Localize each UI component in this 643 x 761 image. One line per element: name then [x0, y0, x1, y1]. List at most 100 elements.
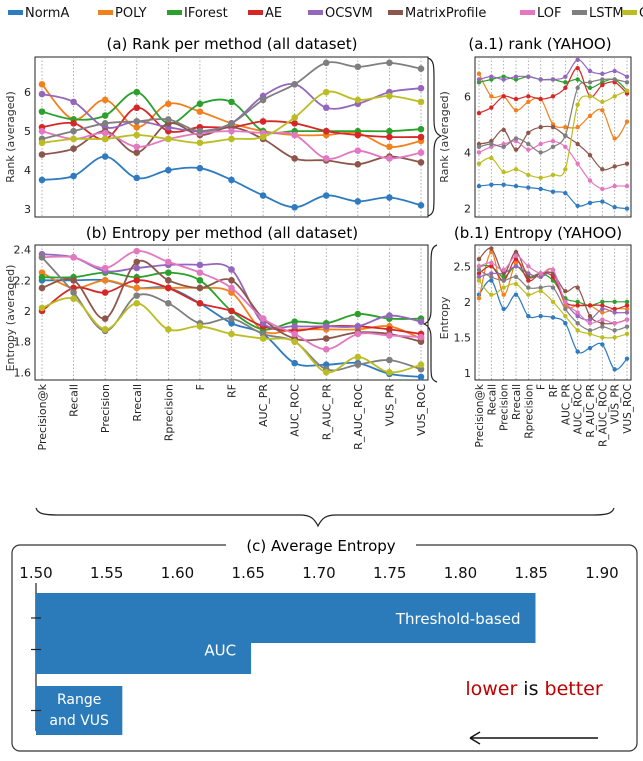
x-tick-label: Rprecision — [162, 384, 175, 441]
legend-swatch — [520, 10, 535, 15]
data-point — [476, 264, 482, 269]
legend-label: IForest — [184, 6, 228, 21]
data-point — [563, 288, 568, 294]
data-point — [538, 274, 543, 280]
data-point — [38, 273, 46, 281]
chart-b-ylabel: Entropy (averaged) — [4, 265, 17, 372]
legend-label: POLY — [115, 6, 147, 21]
x-tick-label: 1.75 — [373, 564, 406, 582]
data-point — [587, 320, 593, 326]
data-point — [526, 99, 531, 105]
bar-label: Threshold-based — [395, 610, 521, 628]
data-point — [563, 85, 568, 91]
x-tick-label: Rrecall — [511, 384, 523, 420]
data-point — [501, 144, 506, 150]
data-point — [196, 127, 204, 135]
chart-b-title: (b) Entropy per method (all dataset) — [86, 224, 358, 242]
data-point — [476, 161, 482, 166]
data-point — [386, 326, 393, 333]
data-point — [575, 77, 580, 82]
data-point — [354, 96, 362, 104]
data-point — [101, 96, 109, 104]
data-point — [587, 303, 593, 308]
x-tick-label: Precision — [99, 384, 112, 433]
data-point — [70, 145, 77, 153]
y-tick-label: 1.8 — [14, 336, 32, 349]
x-tick-label: 1.70 — [302, 564, 335, 582]
data-point — [386, 133, 393, 141]
data-point — [133, 149, 141, 156]
y-tick-label: 2.2 — [14, 274, 32, 287]
data-point — [101, 264, 109, 272]
data-point — [322, 346, 330, 353]
data-point — [526, 130, 531, 135]
data-point — [538, 175, 543, 180]
data-point — [513, 249, 519, 255]
x-tick-label: AUC_ROC — [289, 384, 302, 437]
data-point — [489, 182, 494, 187]
data-point — [70, 120, 77, 127]
x-tick-label: VUS_ROC — [622, 384, 634, 434]
data-point — [165, 166, 172, 174]
data-point — [600, 317, 605, 322]
data-point — [386, 127, 393, 135]
data-point — [575, 57, 580, 63]
data-point — [228, 289, 235, 296]
data-point — [133, 292, 141, 299]
data-point — [38, 108, 46, 115]
x-tick-label: 1.65 — [232, 564, 265, 582]
data-point — [70, 289, 77, 296]
data-point — [538, 141, 543, 147]
data-point — [575, 310, 580, 315]
y-tick-label: 6 — [464, 90, 471, 103]
x-tick-label: R_AUC_PR — [320, 384, 333, 441]
x-tick-label: 1.80 — [444, 564, 477, 582]
data-point — [165, 276, 172, 284]
data-point — [624, 206, 630, 211]
data-point — [538, 313, 543, 319]
data-point — [612, 136, 617, 141]
x-tick-label: R_AUC_PR — [585, 384, 597, 438]
data-point — [513, 74, 519, 79]
data-point — [624, 310, 630, 315]
data-point — [612, 68, 617, 74]
data-point — [538, 77, 543, 82]
data-point — [259, 330, 267, 338]
data-point — [624, 183, 630, 189]
y-tick-label: 2 — [24, 305, 31, 318]
legend-swatch — [388, 10, 403, 15]
data-point — [624, 356, 630, 361]
data-point — [386, 143, 393, 151]
data-point — [322, 88, 330, 96]
data-point — [322, 155, 330, 162]
data-point — [489, 141, 494, 147]
data-point — [563, 80, 568, 85]
data-point — [526, 141, 531, 147]
legend-swatch — [167, 10, 182, 15]
data-point — [600, 306, 605, 312]
data-point — [501, 292, 506, 297]
data-point — [501, 77, 506, 82]
data-point — [417, 159, 425, 166]
data-point — [538, 271, 543, 276]
data-point — [600, 342, 605, 347]
data-point — [550, 77, 556, 82]
data-point — [228, 284, 235, 292]
data-point — [501, 278, 506, 283]
data-point — [70, 276, 77, 284]
data-point — [476, 71, 482, 77]
data-point — [624, 119, 630, 124]
legend-label: LOF — [537, 6, 562, 21]
data-point — [526, 74, 531, 79]
data-point — [291, 120, 298, 127]
data-point — [70, 253, 77, 261]
data-point — [587, 200, 593, 206]
data-point — [38, 176, 46, 184]
y-tick-label: 1.6 — [14, 366, 32, 379]
data-point — [259, 192, 267, 199]
data-point — [526, 292, 531, 297]
data-point — [489, 155, 494, 161]
data-point — [600, 199, 605, 204]
data-point — [476, 271, 482, 276]
data-point — [196, 299, 204, 307]
